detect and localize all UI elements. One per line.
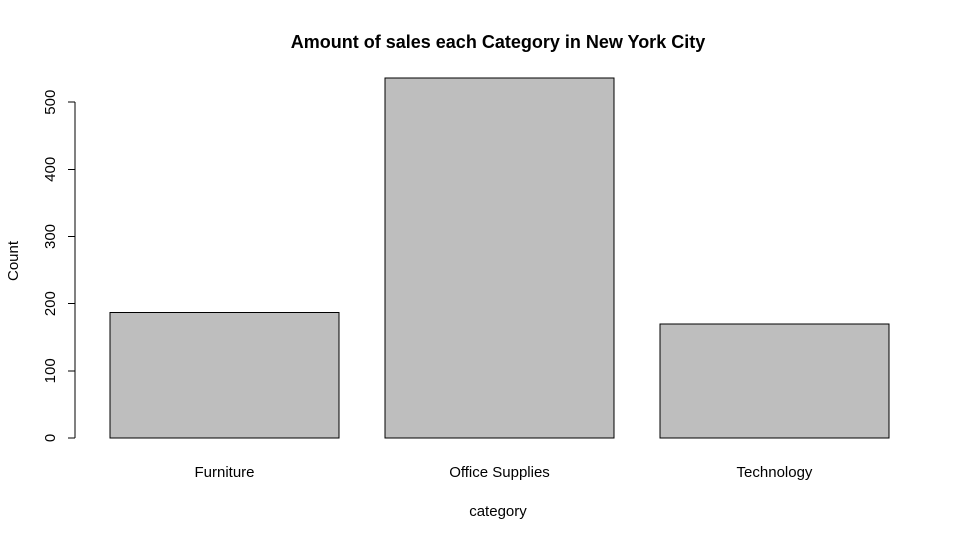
y-tick-label-300: 300 [42, 224, 59, 249]
y-tick-label-200: 200 [42, 291, 59, 316]
bars-group [109, 77, 890, 439]
x-label-office-supplies: Office Supplies [449, 464, 550, 481]
x-label-furniture: Furniture [194, 464, 254, 481]
y-axis-label: Count [5, 240, 22, 281]
x-category-labels: Furniture Office Supplies Technology [194, 464, 812, 481]
y-tick-label-100: 100 [42, 358, 59, 383]
y-tick-group: 0 100 200 300 400 500 [42, 90, 75, 442]
bar-furniture [109, 311, 340, 439]
bar-office-supplies [384, 77, 615, 439]
x-axis-label: category [469, 503, 527, 520]
y-tick-label-0: 0 [42, 434, 59, 442]
chart-title: Amount of sales each Category in New Yor… [291, 32, 705, 52]
bar-technology [659, 323, 890, 439]
y-tick-label-500: 500 [42, 90, 59, 115]
y-axis: 0 100 200 300 400 500 [42, 90, 76, 442]
y-tick-label-400: 400 [42, 157, 59, 182]
x-label-technology: Technology [737, 464, 813, 481]
